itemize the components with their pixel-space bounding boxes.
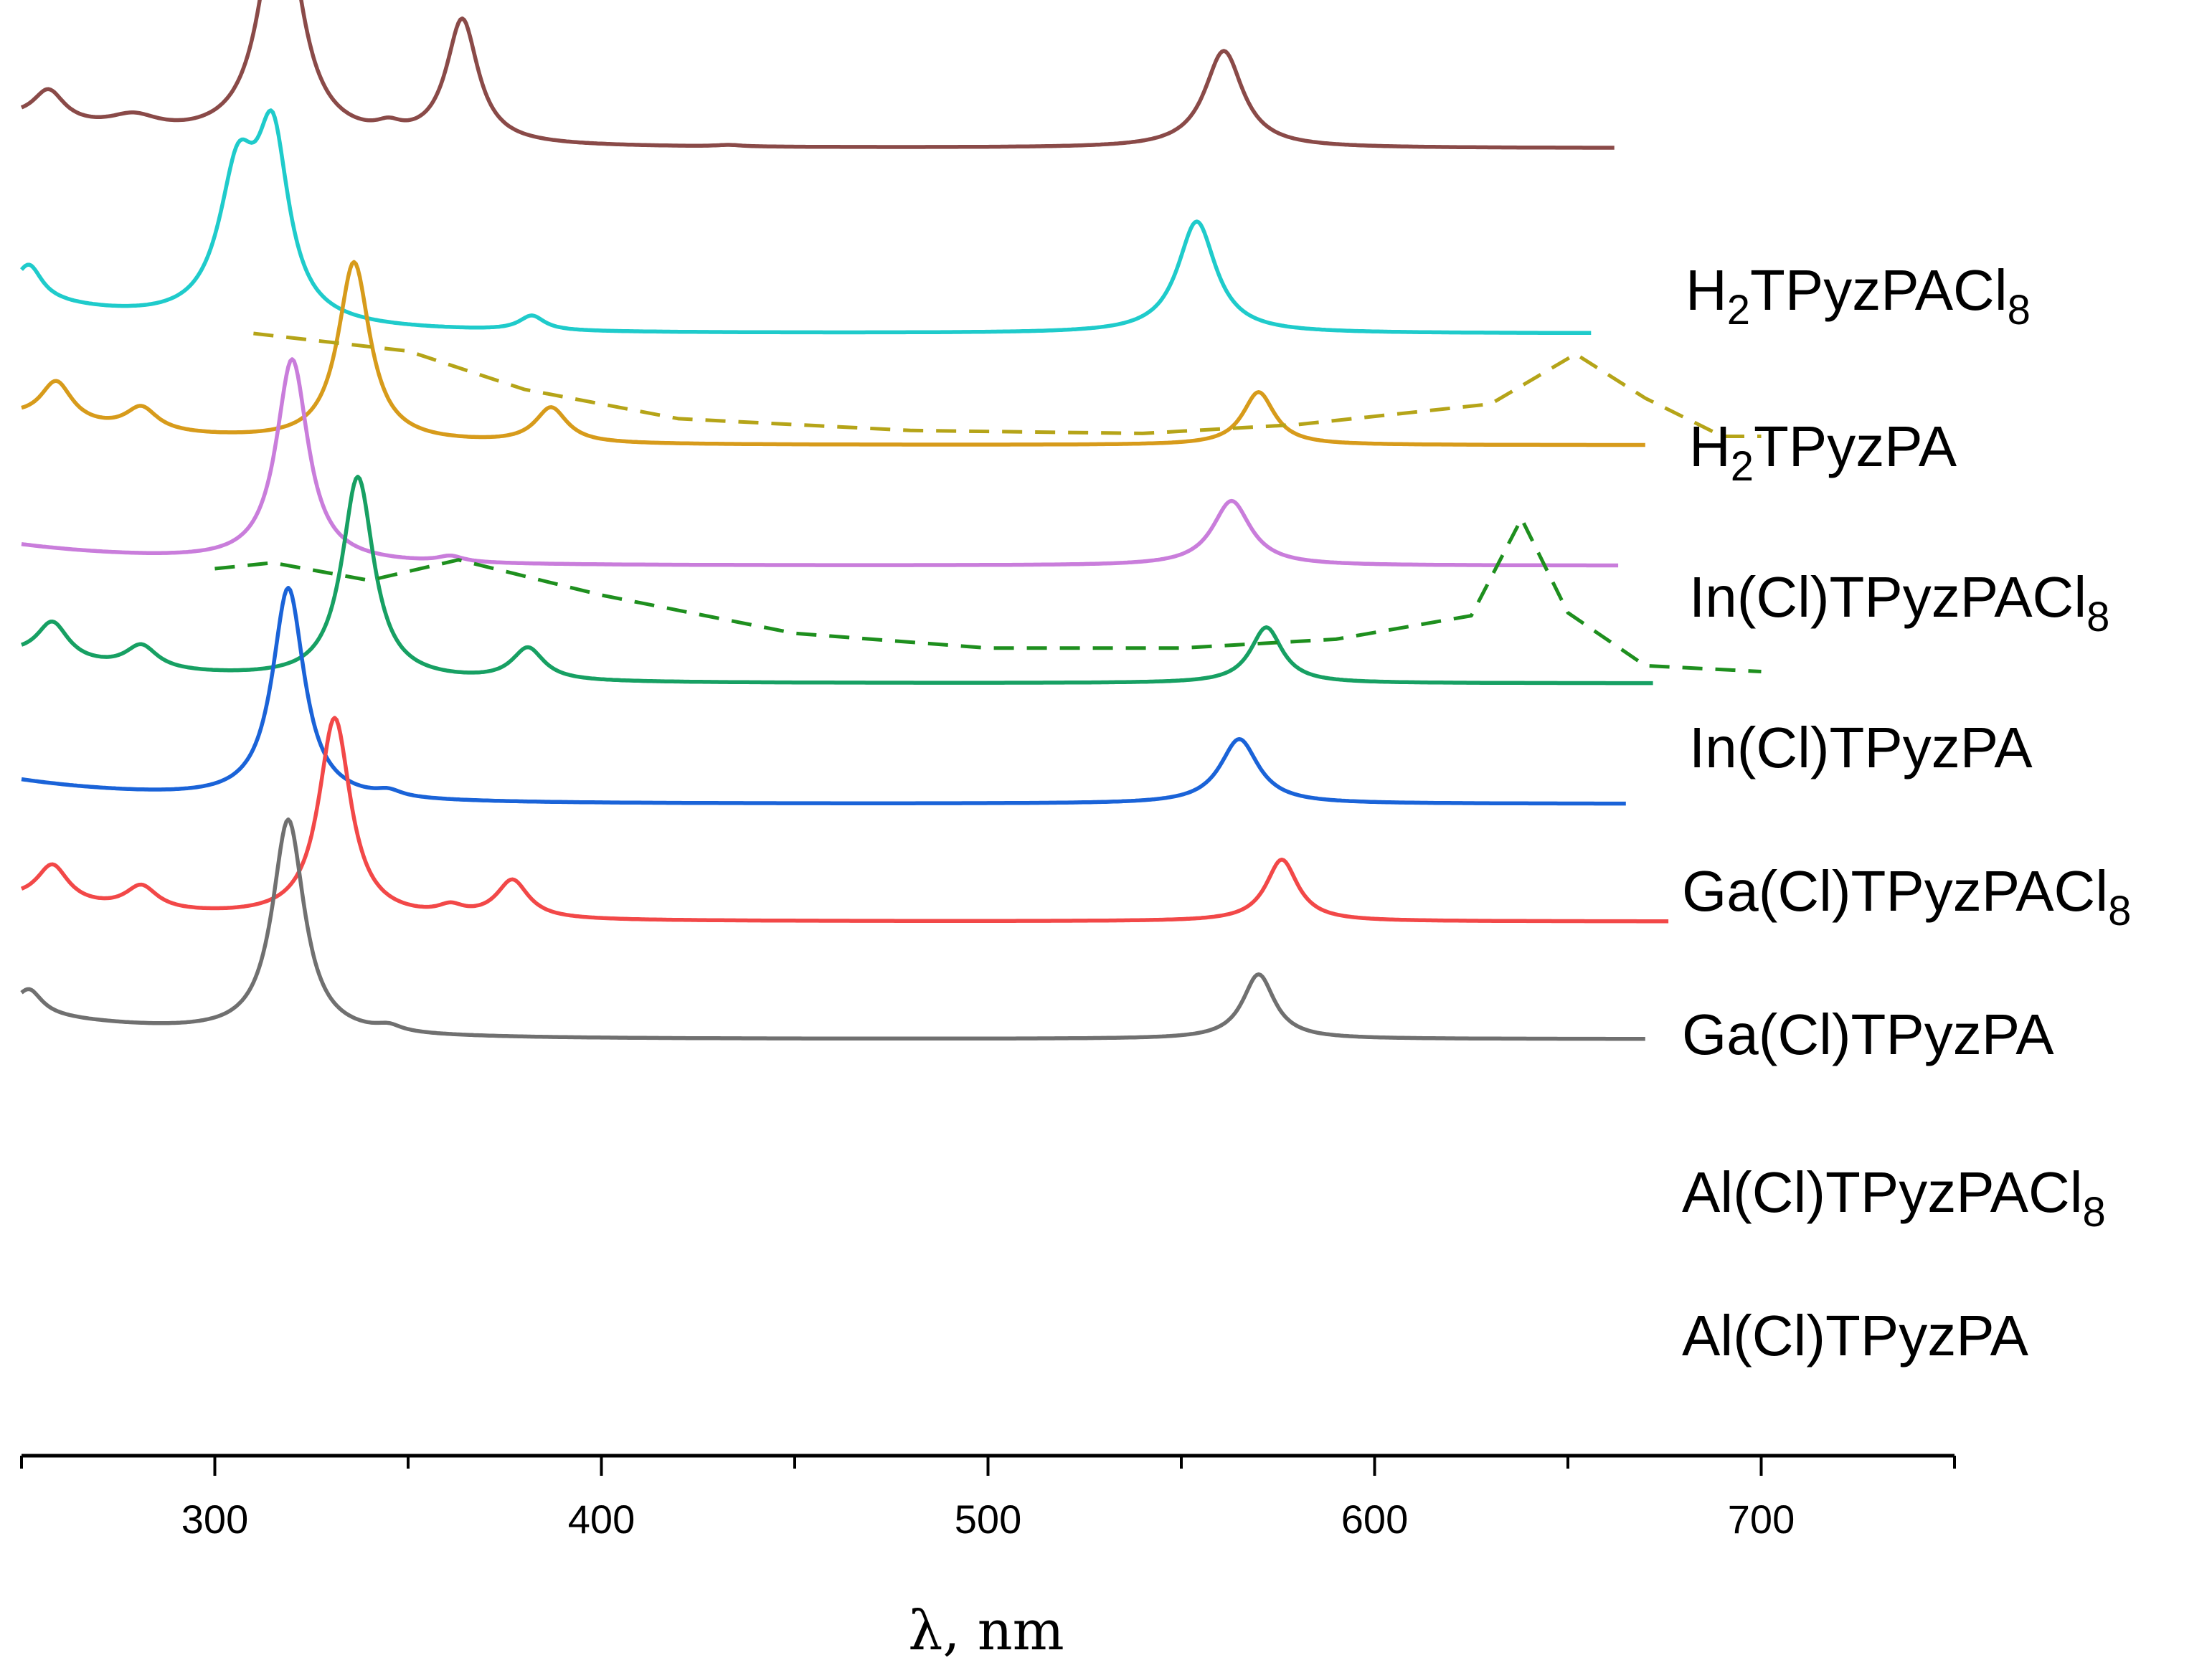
x-tick-label: 300 <box>181 1497 248 1542</box>
series-labels: H2TPyzPACl8 H2TPyzPA In(Cl)TPyzPACl8 In(Cl)… <box>1682 258 2131 1367</box>
series-line-1 <box>19 108 1592 336</box>
series-line-5 <box>21 474 1653 686</box>
series-label-9: Al(Cl)TPyzPA <box>1682 1304 2029 1367</box>
series-line-2 <box>21 260 1645 447</box>
series-line-7 <box>21 585 1626 806</box>
series-layer <box>19 0 1762 1041</box>
x-axis: 300 400 500 600 700 <box>20 1454 1956 1542</box>
series-label-4: In(Cl)TPyzPA <box>1689 716 2033 779</box>
x-tick-label: 600 <box>1341 1497 1408 1542</box>
series-label-1: H2TPyzPA <box>1689 414 1957 490</box>
x-axis-title: λ, nm <box>908 1598 1064 1662</box>
series-line-9 <box>20 817 1645 1041</box>
series-label-7: Ga(Cl)TPyzPA <box>1682 1002 2054 1066</box>
x-tick-label: 400 <box>568 1497 635 1542</box>
series-line-8 <box>20 716 1669 924</box>
series-line-4 <box>21 357 1619 568</box>
x-tick-label: 500 <box>955 1497 1021 1542</box>
series-label-2: In(Cl)TPyzPACl8 <box>1689 565 2109 640</box>
x-tick-label: 700 <box>1728 1497 1795 1542</box>
series-line-6 <box>214 516 1762 673</box>
series-label-0: H2TPyzPACl8 <box>1686 258 2031 333</box>
series-label-8: Al(Cl)TPyzPACl8 <box>1682 1160 2106 1236</box>
series-line-3 <box>253 331 1762 438</box>
series-line-0 <box>20 0 1615 150</box>
series-label-5: Ga(Cl)TPyzPACl8 <box>1682 859 2131 934</box>
